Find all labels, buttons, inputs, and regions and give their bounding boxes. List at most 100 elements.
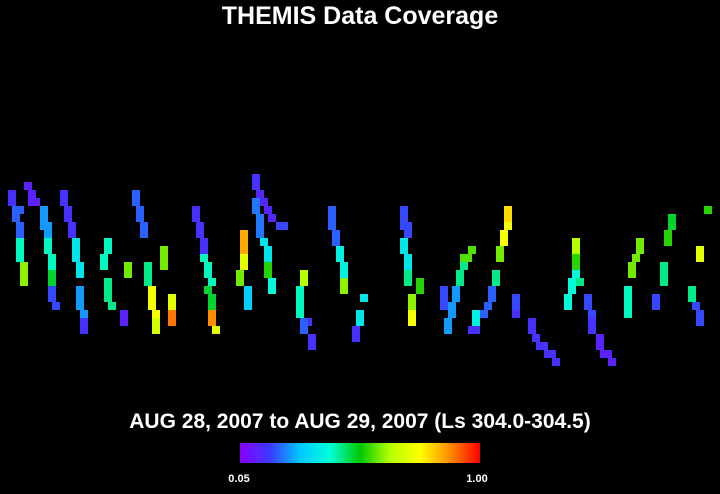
coverage-swath [408, 310, 416, 326]
coverage-swath [564, 270, 580, 310]
coverage-cell [8, 190, 16, 198]
coverage-cell [76, 262, 84, 270]
coverage-cell [296, 310, 304, 318]
coverage-cell [200, 238, 208, 246]
coverage-cell [40, 206, 48, 214]
coverage-cell [588, 310, 596, 318]
coverage-swath [696, 246, 704, 262]
coverage-cell [208, 310, 216, 318]
coverage-cell [68, 230, 76, 238]
coverage-cell [664, 238, 672, 246]
coverage-cell [404, 270, 412, 278]
coverage-cell [460, 262, 468, 270]
coverage-cell [632, 254, 640, 262]
coverage-cell [168, 302, 176, 310]
coverage-cell [664, 230, 672, 238]
coverage-swath [100, 238, 112, 270]
coverage-cell [260, 238, 268, 246]
coverage-cell [512, 310, 520, 318]
coverage-cell [196, 230, 204, 238]
coverage-swath [588, 318, 596, 334]
coverage-cell [340, 286, 348, 294]
coverage-swath [144, 262, 152, 286]
coverage-swath [480, 286, 496, 318]
coverage-cell [264, 254, 272, 262]
coverage-cell [308, 342, 316, 350]
coverage-cell [356, 318, 364, 326]
coverage-swath [300, 318, 308, 334]
coverage-swath [624, 286, 632, 318]
coverage-cell [340, 270, 348, 278]
coverage-cell [16, 230, 24, 238]
coverage-swath [492, 270, 500, 286]
coverage-swath [404, 270, 412, 286]
coverage-cell [296, 302, 304, 310]
coverage-cell [132, 198, 140, 206]
coverage-swath [688, 286, 696, 302]
coverage-cell [572, 262, 580, 270]
coverage-cell [48, 294, 56, 302]
coverage-swath [152, 318, 160, 334]
coverage-cell [52, 302, 60, 310]
coverage-cell [48, 254, 56, 262]
coverage-swath [40, 206, 52, 238]
coverage-cell [80, 318, 88, 326]
coverage-cell [260, 198, 268, 206]
coverage-swath [240, 254, 248, 270]
coverage-cell [64, 214, 72, 222]
coverage-cell [76, 294, 84, 302]
coverage-cell [48, 286, 56, 294]
coverage-cell [308, 334, 316, 342]
coverage-cell [608, 358, 616, 366]
coverage-cell [244, 294, 252, 302]
coverage-cell [404, 254, 412, 262]
coverage-cell [16, 254, 24, 262]
coverage-cell [404, 230, 412, 238]
coverage-cell [328, 222, 336, 230]
coverage-cell [280, 222, 288, 230]
coverage-cell [704, 206, 712, 214]
coverage-swath [356, 294, 368, 326]
coverage-swath [236, 270, 244, 286]
coverage-cell [12, 214, 20, 222]
coverage-swath [400, 206, 412, 238]
coverage-cell [296, 286, 304, 294]
coverage-swath [340, 278, 348, 294]
coverage-swath [28, 190, 40, 206]
coverage-swath [24, 182, 32, 190]
date-range-label: AUG 28, 2007 to AUG 29, 2007 (Ls 304.0-3… [129, 410, 591, 433]
coverage-cell [44, 246, 52, 254]
coverage-cell [488, 294, 496, 302]
coverage-cell [408, 302, 416, 310]
coverage-swath [16, 238, 24, 262]
coverage-cell [660, 278, 668, 286]
coverage-cell [652, 302, 660, 310]
coverage-cell [568, 278, 576, 286]
coverage-swath [652, 294, 660, 310]
coverage-cell [624, 310, 632, 318]
coverage-cell [208, 318, 216, 326]
coverage-cell [300, 318, 308, 326]
coverage-swath [60, 190, 76, 238]
coverage-cell [60, 190, 68, 198]
coverage-cell [668, 222, 676, 230]
coverage-cell [256, 214, 264, 222]
coverage-swath [456, 262, 468, 286]
coverage-swath [268, 278, 276, 294]
coverage-swath [664, 230, 672, 246]
coverage-cell [24, 182, 32, 190]
coverage-swath [252, 174, 260, 190]
coverage-cell [688, 286, 696, 294]
coverage-cell [408, 318, 416, 326]
coverage-cell [596, 342, 604, 350]
coverage-cell [244, 286, 252, 294]
coverage-cell [564, 302, 572, 310]
coverage-swath [276, 222, 288, 230]
coverage-cell [104, 294, 112, 302]
coverage-swath [504, 206, 512, 222]
coverage-swath [80, 318, 88, 334]
coverage-swath [308, 334, 316, 350]
coverage-cell [144, 262, 152, 270]
coverage-swath [72, 238, 84, 278]
coverage-cell [44, 222, 52, 230]
